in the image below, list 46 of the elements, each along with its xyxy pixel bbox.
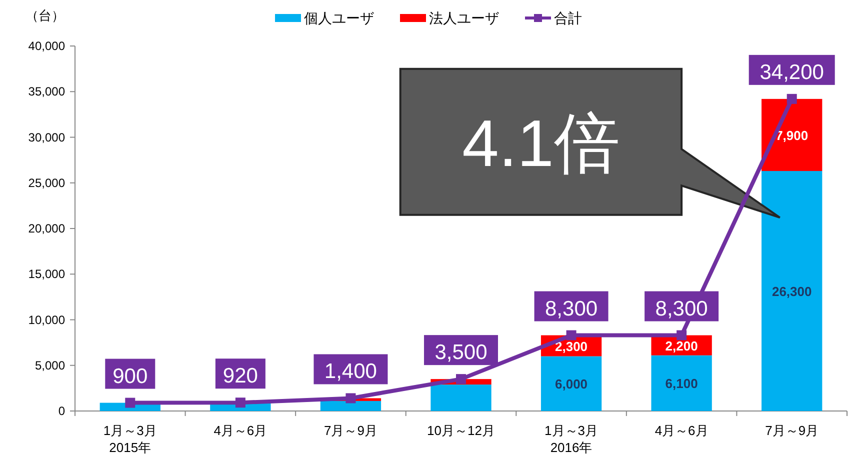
y-tick-label: 15,000 (28, 267, 66, 282)
data-label: 8,300 (545, 297, 598, 320)
data-label: 26,300 (772, 284, 812, 300)
point (676, 330, 687, 340)
legend-label: 法人ユーザ (429, 10, 499, 26)
y-tick-label: 30,000 (28, 130, 66, 144)
x-tick-label: 4月～6月 (214, 423, 268, 438)
y-tick-label: 25,000 (28, 176, 66, 190)
x-tick-label: 7月～9月 (324, 423, 378, 438)
y-tick-label: 0 (58, 404, 66, 418)
data-label: 6,100 (665, 376, 698, 392)
data-label: 1,400 (324, 360, 377, 384)
y-tick-label: 40,000 (28, 39, 66, 53)
y-tick-label: 10,000 (28, 312, 66, 327)
data-label: 2,300 (555, 338, 588, 354)
x-tick-label: 1月～3月 2016年 (544, 423, 598, 455)
bar (762, 171, 822, 411)
data-label: 6,000 (555, 376, 588, 392)
y-tick-label: 20,000 (28, 222, 66, 236)
data-label: 900 (112, 364, 148, 388)
annotation: 4.1倍 (462, 106, 620, 180)
x-tick-label: 10月～12月 (427, 423, 495, 438)
x-tick-label: 7月～9月 (765, 423, 819, 438)
data-label: 3,500 (434, 341, 488, 364)
bar (320, 400, 382, 411)
data-label: 8,300 (655, 297, 708, 320)
point (235, 398, 246, 408)
bar (430, 384, 492, 411)
data-label: 34,200 (760, 60, 824, 84)
point (786, 94, 797, 104)
x-tick-label: 4月～6月 (654, 423, 708, 438)
point (456, 374, 466, 384)
data-label: 7,900 (776, 128, 808, 143)
x-tick-label: 1月～3月 2015年 (103, 423, 157, 455)
y-axis-title: （台） (26, 8, 64, 23)
legend-label: 個人ユーザ (304, 10, 374, 26)
point (125, 398, 136, 408)
point (346, 393, 356, 404)
point (566, 330, 576, 340)
legend-label: 合計 (554, 10, 582, 26)
y-tick-label: 35,000 (28, 84, 66, 99)
y-tick-label: 5,000 (34, 358, 66, 372)
data-label: 920 (222, 364, 258, 388)
bar (651, 355, 712, 411)
data-label: 2,200 (665, 338, 698, 354)
bar (540, 356, 602, 411)
